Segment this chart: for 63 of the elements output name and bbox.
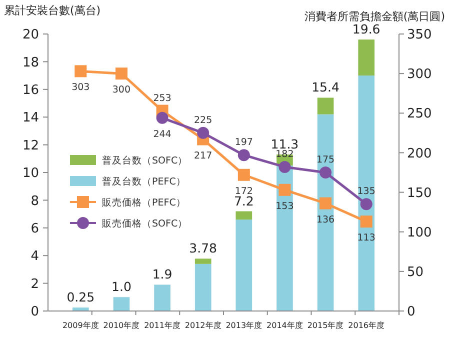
y2-tick-label: 300: [407, 67, 432, 82]
y-tick-label: 2: [30, 276, 39, 292]
total-label: 3.78: [189, 240, 218, 256]
x-tick-label: 2009年度: [62, 321, 99, 330]
legend-label: 販売価格（PEFC）: [102, 196, 186, 208]
point: [278, 184, 291, 196]
point: [238, 168, 250, 181]
y-tick-label: 14: [22, 110, 39, 126]
x-tick-label: 2016年度: [348, 321, 385, 330]
data-label: 175: [316, 154, 335, 166]
y-tick-label: 18: [22, 55, 39, 70]
data-label: 303: [72, 82, 90, 94]
point: [320, 197, 332, 210]
y2-tick-label: 100: [407, 225, 432, 240]
point: [360, 198, 372, 210]
total-label: 15.4: [312, 80, 340, 95]
y2-tick-label: 200: [407, 146, 432, 162]
y-tick-label: 8: [30, 194, 39, 209]
y-axis-title: 累計安裝台數(萬台): [4, 4, 101, 17]
y2-tick-label: 150: [407, 186, 432, 201]
y-tick-label: 10: [22, 166, 39, 182]
point: [320, 166, 332, 178]
data-label: 244: [153, 128, 172, 140]
y-tick-label: 12: [22, 138, 39, 154]
y-tick-label: 20: [22, 28, 39, 43]
x-tick-label: 2013年度: [226, 321, 262, 330]
y2-axis-title: 消費者所需負擔金額(萬日圓): [304, 10, 445, 23]
y-tick-label: 4: [30, 249, 39, 264]
x-tick-label: 2014年度: [266, 321, 303, 330]
legend-label: 普及台数（PEFC）: [102, 175, 186, 188]
point: [197, 126, 210, 139]
total-label: 0.25: [66, 290, 95, 305]
data-label: 253: [153, 92, 172, 104]
y2-tick-label: 250: [407, 106, 432, 122]
point: [156, 112, 168, 124]
point: [278, 160, 291, 173]
point: [115, 68, 128, 80]
y2-tick-label: 0: [407, 304, 416, 320]
y-tick-label: 0: [30, 304, 39, 320]
data-label: 136: [316, 214, 335, 226]
total-label: 1.9: [152, 266, 172, 282]
data-label: 197: [234, 137, 253, 148]
data-label: 135: [357, 186, 376, 198]
y-tick-label: 6: [30, 221, 39, 236]
total-label: 19.6: [352, 22, 380, 37]
point: [74, 65, 87, 78]
x-tick-label: 2012年度: [184, 321, 222, 330]
x-tick-label: 2011年度: [144, 321, 180, 330]
point: [360, 216, 372, 228]
data-label: 225: [194, 114, 212, 126]
total-label: 1.0: [112, 279, 132, 294]
total-label: 11.3: [270, 136, 299, 152]
point: [238, 149, 250, 162]
legend-label: 普及台数（SOFC）: [102, 154, 188, 166]
data-label: 153: [276, 200, 294, 212]
y2-tick-label: 50: [407, 264, 424, 280]
legend-label: 販売価格（SOFC）: [102, 217, 188, 230]
data-label: 217: [194, 150, 212, 162]
y-tick-label: 16: [22, 82, 39, 98]
x-tick-label: 2015年度: [307, 321, 344, 330]
data-label: 300: [112, 84, 131, 96]
x-tick-label: 2010年度: [103, 321, 140, 330]
y2-tick-label: 350: [407, 28, 432, 43]
